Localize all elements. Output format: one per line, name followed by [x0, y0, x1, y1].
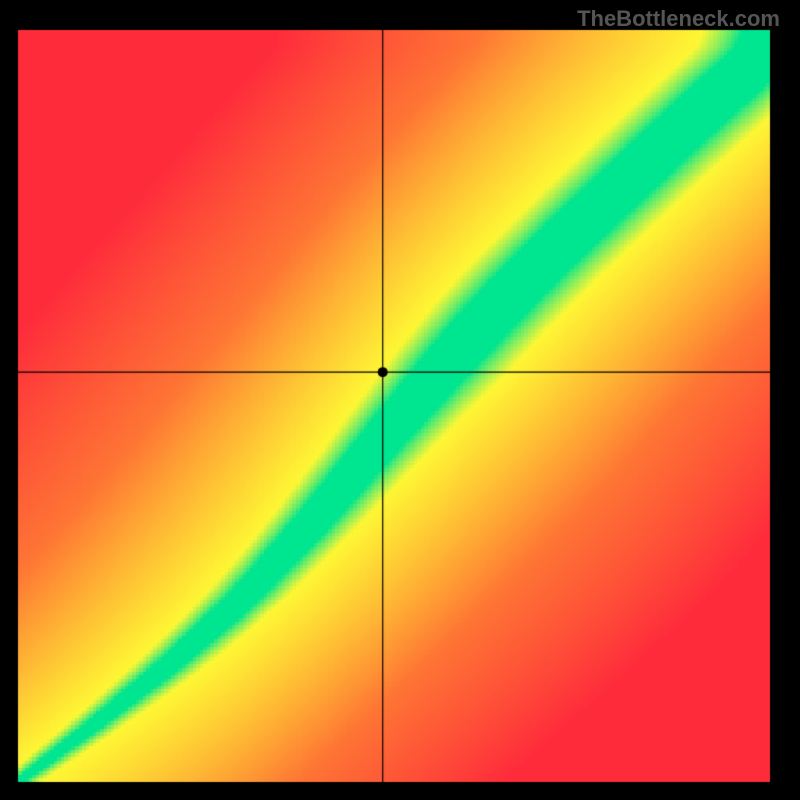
chart-container: TheBottleneck.com	[0, 0, 800, 800]
watermark-text: TheBottleneck.com	[577, 6, 780, 32]
heatmap-canvas	[0, 0, 800, 800]
